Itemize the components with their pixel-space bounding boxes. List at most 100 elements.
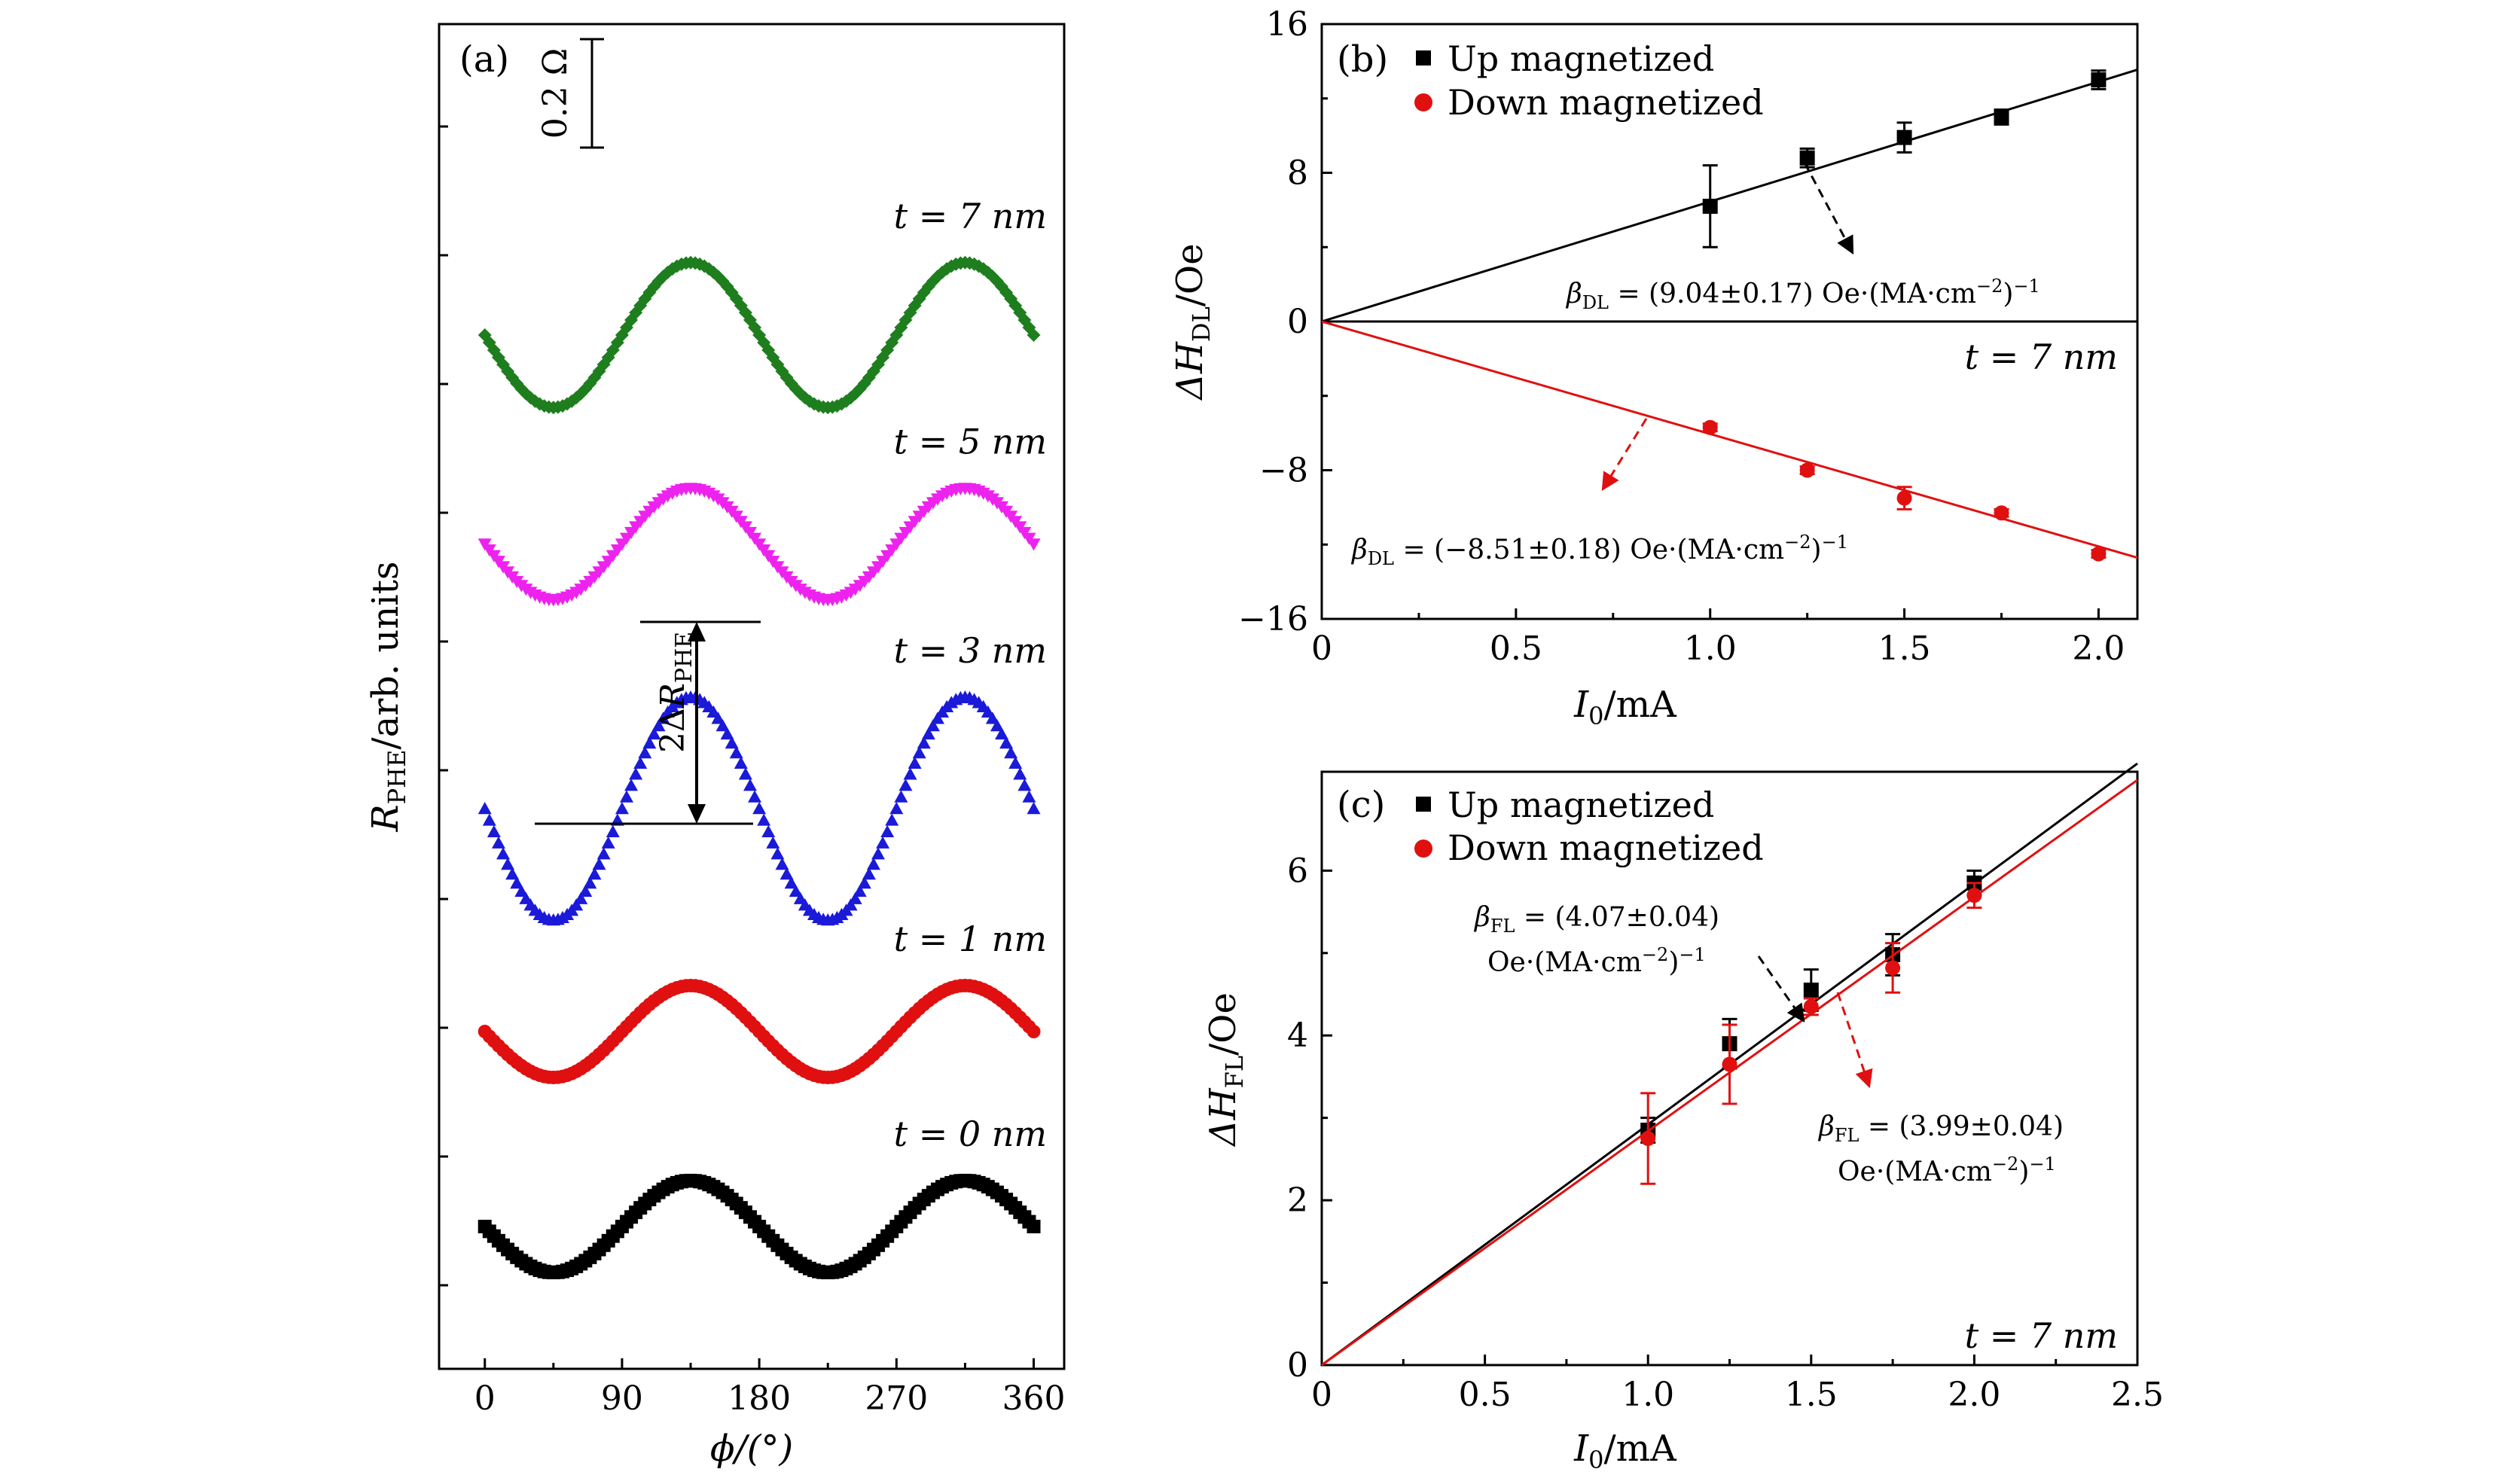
series-label: t = 3 nm bbox=[894, 630, 1047, 671]
data-point bbox=[606, 824, 620, 837]
data-point bbox=[761, 824, 776, 837]
y-tick-label: 16 bbox=[1266, 5, 1308, 44]
data-point bbox=[491, 836, 505, 849]
panel-c-arrow-down bbox=[1836, 992, 1873, 1089]
data-point bbox=[496, 847, 511, 860]
data-point bbox=[720, 727, 734, 740]
series-label: t = 0 nm bbox=[894, 1114, 1047, 1154]
data-point bbox=[510, 876, 524, 889]
data-point bbox=[620, 790, 633, 803]
data-point bbox=[1885, 960, 1901, 976]
panel-b-annotation-up: βDL = (9.04±0.17) Oe·(MA·cm−2)−1 bbox=[1565, 276, 2040, 313]
x-tick-label: 1.0 bbox=[1622, 1376, 1674, 1414]
x-tick-label: 1.0 bbox=[1684, 629, 1737, 668]
data-point bbox=[514, 884, 529, 897]
data-point bbox=[487, 824, 501, 837]
series-1 bbox=[477, 483, 1041, 607]
data-point bbox=[748, 790, 762, 803]
data-point bbox=[1896, 130, 1912, 145]
panel-a-series-labels: t = 7 nm t = 5 nm t = 3 nm t = 1 nm t = 0 nm bbox=[894, 196, 1047, 1154]
data-point bbox=[853, 884, 867, 897]
data-point bbox=[1027, 1220, 1041, 1233]
data-point bbox=[1022, 790, 1036, 803]
data-point bbox=[876, 836, 890, 849]
data-point bbox=[1896, 490, 1912, 506]
legend-marker-down bbox=[1414, 93, 1432, 111]
legend-label-up: Up magnetized bbox=[1448, 785, 1714, 825]
x-tick-label: 0 bbox=[1311, 1376, 1332, 1414]
data-point bbox=[995, 727, 1008, 740]
data-point bbox=[990, 719, 1004, 732]
legend-marker-down bbox=[1414, 840, 1432, 858]
data-point bbox=[1008, 756, 1023, 769]
x-tick-label: 0.5 bbox=[1459, 1376, 1512, 1414]
panel-c-annotation-down-line2: Oe·(MA·cm−2)−1 bbox=[1838, 1153, 2056, 1187]
x-tick-label: 0 bbox=[474, 1379, 496, 1418]
amplitude-annotation: 2ΔRPHE bbox=[535, 620, 761, 825]
panel-b-ticks: 0 0.5 1.0 1.5 2.0 −16 −8 0 8 16 bbox=[1238, 5, 2125, 668]
data-point bbox=[587, 867, 602, 880]
series-1 bbox=[1321, 779, 2138, 1367]
data-point bbox=[1702, 419, 1718, 435]
legend-label-down: Down magnetized bbox=[1448, 827, 1764, 868]
data-point bbox=[926, 719, 940, 732]
panel-c-ticks: 0 0.5 1.0 1.5 2.0 2.5 0 2 4 6 bbox=[1287, 852, 2164, 1414]
series-4 bbox=[477, 1173, 1041, 1280]
data-point bbox=[912, 746, 926, 759]
series-label: t = 5 nm bbox=[894, 422, 1047, 462]
data-point bbox=[642, 736, 657, 749]
panel-a-ticks: 0 90 180 270 360 bbox=[439, 125, 1066, 1418]
data-point bbox=[711, 712, 725, 724]
legend-label-up: Up magnetized bbox=[1448, 38, 1714, 79]
legend-marker-up bbox=[1416, 797, 1431, 812]
panel-c-annotation-up-line1: βFL = (4.07±0.04) bbox=[1473, 902, 1719, 937]
data-point bbox=[596, 847, 611, 860]
data-point bbox=[1799, 462, 1815, 478]
data-point bbox=[615, 802, 629, 815]
data-point bbox=[930, 712, 944, 724]
data-point bbox=[1994, 505, 2009, 521]
data-point bbox=[624, 779, 639, 791]
data-point bbox=[656, 712, 670, 724]
panel-b-arrow-up bbox=[1803, 162, 1854, 255]
data-point bbox=[921, 727, 935, 740]
data-point bbox=[638, 746, 652, 759]
data-point bbox=[725, 736, 739, 749]
panel-c: 0 0.5 1.0 1.5 2.0 2.5 0 2 4 6 (c) Up magnetized D… bbox=[1202, 762, 2164, 1474]
data-point bbox=[505, 867, 520, 880]
panel-b-thickness-label: t = 7 nm bbox=[1965, 337, 2118, 377]
data-point bbox=[647, 727, 661, 740]
data-point bbox=[1017, 779, 1032, 791]
data-point bbox=[729, 746, 743, 759]
data-point bbox=[848, 891, 862, 904]
data-point bbox=[779, 867, 794, 880]
data-point bbox=[871, 847, 886, 860]
scale-bar-label: 0.2 Ω bbox=[536, 48, 575, 139]
data-point bbox=[743, 779, 757, 791]
panel-c-x-label: I0/mA bbox=[1573, 1428, 1677, 1474]
panel-c-arrow-up bbox=[1757, 955, 1805, 1022]
data-point bbox=[734, 756, 748, 769]
panel-c-legend: Up magnetized Down magnetized bbox=[1414, 785, 1764, 868]
data-point bbox=[889, 802, 904, 815]
panel-b-annotation-down: βDL = (−8.51±0.18) Oe·(MA·cm−2)−1 bbox=[1350, 532, 1848, 569]
data-point bbox=[1027, 1025, 1041, 1038]
data-point bbox=[1803, 998, 1819, 1014]
data-point bbox=[738, 767, 752, 780]
data-point bbox=[908, 756, 922, 769]
legend-marker-up bbox=[1416, 50, 1431, 66]
data-point bbox=[715, 719, 730, 732]
data-point bbox=[2091, 546, 2107, 562]
data-point bbox=[501, 858, 515, 870]
series-3 bbox=[477, 978, 1041, 1085]
data-point bbox=[770, 847, 785, 860]
data-point bbox=[866, 858, 880, 870]
data-point bbox=[477, 802, 492, 815]
y-tick-label: −16 bbox=[1238, 600, 1308, 638]
scale-bar: 0.2 Ω bbox=[536, 38, 604, 149]
data-point bbox=[601, 836, 615, 849]
data-point bbox=[757, 813, 771, 826]
data-point bbox=[766, 836, 780, 849]
data-point bbox=[1799, 150, 1815, 166]
